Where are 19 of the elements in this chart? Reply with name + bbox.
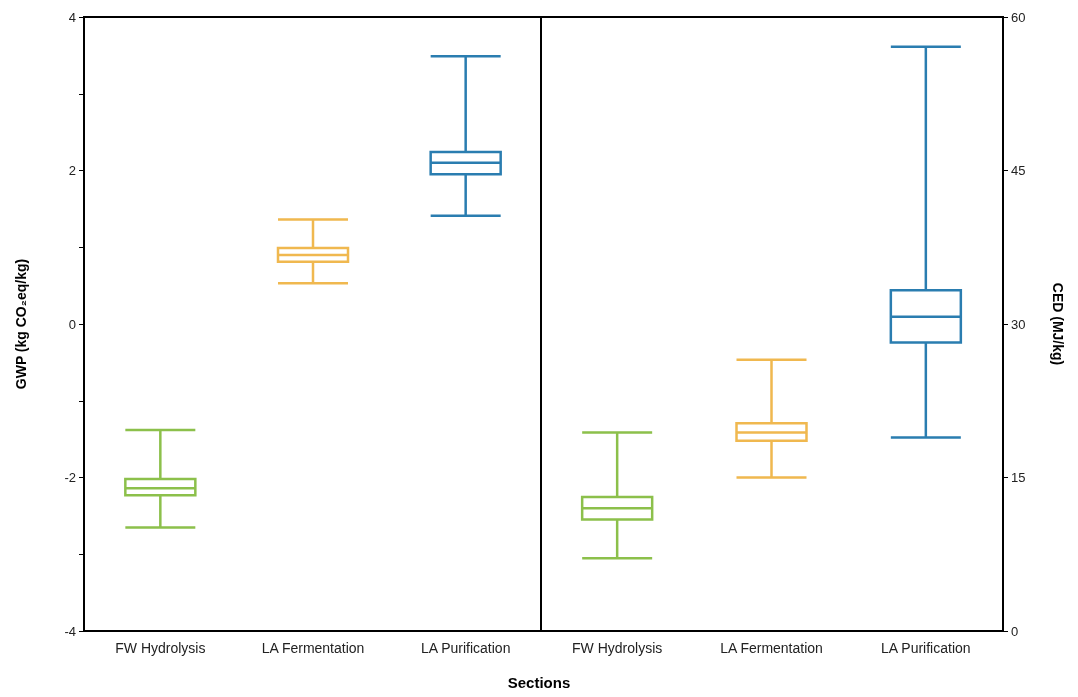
y-tick-label: 2 xyxy=(68,163,76,178)
y2-tick-label: 15 xyxy=(1011,470,1026,485)
y2-tick-label: 0 xyxy=(1011,623,1019,639)
x-tick-label: LA Purification xyxy=(420,640,511,656)
y2-tick-label: 45 xyxy=(1011,163,1026,178)
y2-tick-label: 60 xyxy=(1011,9,1026,25)
y2-tick-label: 30 xyxy=(1011,316,1026,332)
y-tick-label: 4 xyxy=(68,9,76,25)
x-tick-label: LA Fermentation xyxy=(261,640,365,656)
x-tick-label: FW Hydrolysis xyxy=(115,640,206,656)
x-tick-label: LA Purification xyxy=(881,640,971,656)
x-tick-label: FW Hydrolysis xyxy=(572,640,663,656)
y-axis-title: GWP (kg CO₂eq/kg) xyxy=(13,258,29,390)
x-axis-title: Sections xyxy=(506,674,572,691)
y2-axis-title: CED (MJ/kg) xyxy=(1050,282,1066,366)
y-tick-label: -2 xyxy=(64,470,76,485)
y-tick-label: 0 xyxy=(68,316,76,332)
y-tick-label: -4 xyxy=(64,623,76,639)
x-tick-label: LA Fermentation xyxy=(720,640,823,656)
